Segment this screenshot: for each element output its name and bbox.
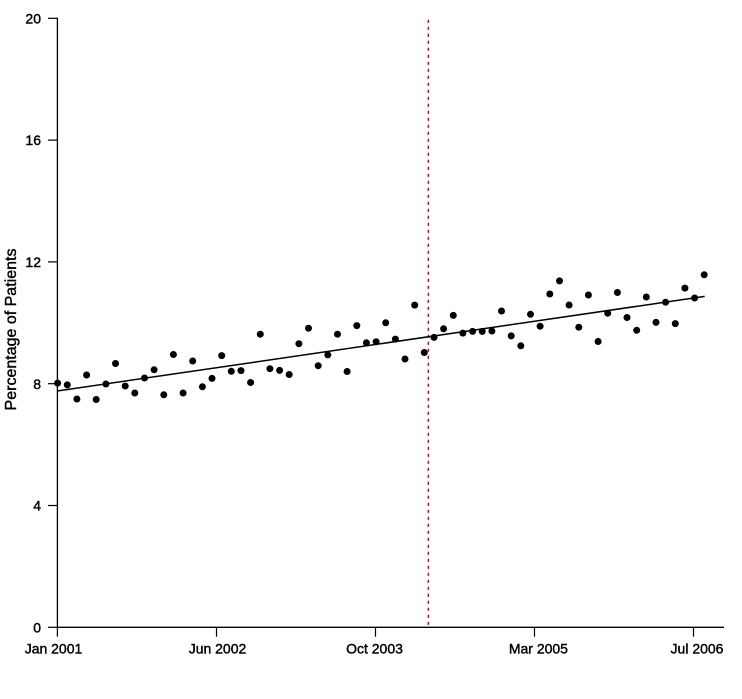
svg-text:Mar 2005: Mar 2005 — [509, 641, 568, 657]
svg-text:20: 20 — [25, 10, 41, 26]
svg-text:12: 12 — [25, 254, 41, 270]
svg-text:Oct 2003: Oct 2003 — [346, 641, 403, 657]
svg-text:Jan 2001: Jan 2001 — [25, 641, 83, 657]
svg-text:16: 16 — [25, 132, 41, 148]
svg-text:Jul 2006: Jul 2006 — [671, 641, 724, 657]
svg-text:0: 0 — [33, 619, 41, 635]
svg-text:4: 4 — [33, 498, 41, 514]
svg-text:Percentage of Patients: Percentage of Patients — [3, 249, 20, 411]
svg-text:Jun 2002: Jun 2002 — [189, 641, 247, 657]
svg-text:8: 8 — [33, 376, 41, 392]
